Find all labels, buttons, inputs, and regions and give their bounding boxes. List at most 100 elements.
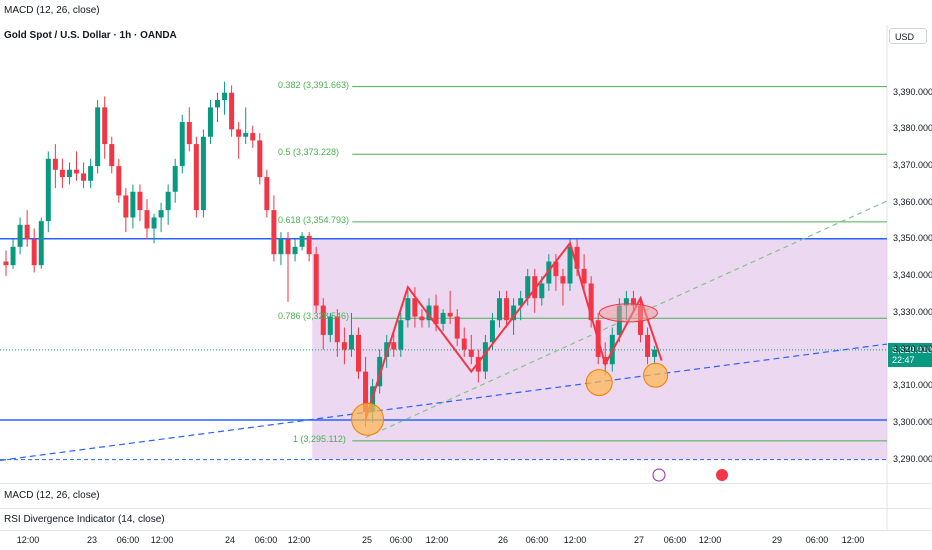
time-axis-label: 12:00 (150, 535, 174, 545)
time-axis-label: 29 (771, 535, 783, 545)
candle-body (179, 122, 185, 167)
candle-body (257, 140, 263, 178)
candle-body (630, 298, 636, 306)
candle-body (17, 224, 23, 247)
candle-body (74, 169, 79, 174)
candle-body (306, 235, 312, 255)
candle-body (412, 298, 418, 317)
candle-body (31, 239, 37, 266)
candle-body (151, 217, 157, 229)
time-axis-label: 12:00 (698, 535, 722, 545)
candle-body (384, 342, 390, 357)
candle-body (356, 334, 361, 372)
candle-body (45, 158, 51, 222)
time-axis-label: 06:00 (525, 535, 549, 545)
price-axis-label: 3,390.000 (893, 86, 932, 97)
candle-body (468, 349, 474, 357)
candle-body (222, 92, 228, 101)
top-indicator-label[interactable]: MACD (12, 26, close) (4, 5, 100, 16)
candle-body (475, 356, 481, 372)
candle-body (574, 246, 580, 269)
candle-body (3, 261, 9, 266)
symbol-title[interactable]: Gold Spot / U.S. Dollar · 1h · OANDA (4, 30, 177, 41)
price-axis-label: 3,360.000 (893, 196, 932, 207)
candle-body (250, 133, 256, 141)
candle-body (391, 342, 397, 350)
candle-body (602, 356, 608, 365)
candle-body (207, 107, 213, 137)
candle-body (236, 129, 242, 137)
swing-low-circle (351, 402, 385, 436)
candle-body (539, 283, 545, 299)
candle-body (243, 133, 249, 137)
candle-body (334, 316, 340, 343)
last-price-tag: 3,319.910 22:47 (888, 343, 932, 367)
candle-body (59, 169, 65, 178)
candle-body (144, 210, 150, 229)
price-axis-label: 3,370.000 (893, 160, 932, 171)
candle-body (193, 144, 199, 211)
time-axis-label: 06:00 (663, 535, 687, 545)
candle-body (497, 298, 502, 321)
candle-body (102, 107, 108, 145)
time-axis-label: 12:00 (563, 535, 587, 545)
time-axis-label: 06:00 (254, 535, 278, 545)
candle-body (264, 177, 270, 211)
candle-body (320, 305, 326, 335)
price-axis-label: 3,330.000 (893, 306, 932, 317)
candle-body (433, 305, 439, 324)
resistance-ellipse (598, 303, 658, 323)
time-axis-label: 06:00 (116, 535, 140, 545)
candle-body (165, 191, 171, 211)
candle-body (623, 298, 629, 306)
candle-body (299, 235, 305, 247)
candle-body (186, 122, 192, 145)
candle-body (405, 298, 411, 321)
rsi-pane-label[interactable]: RSI Divergence Indicator (14, close) (4, 514, 165, 525)
candle-body (158, 210, 164, 218)
time-axis-label: 12:00 (841, 535, 865, 545)
green-trendline (365, 200, 888, 439)
candle-body (525, 276, 531, 299)
candle-body (81, 173, 87, 181)
candle-body (348, 334, 354, 350)
candle-body (341, 342, 347, 350)
swing-low-circle (585, 369, 613, 397)
candle-body (504, 298, 510, 321)
candle-body (109, 144, 115, 167)
pane-separator[interactable] (0, 508, 932, 509)
time-axis-label: 06:00 (389, 535, 413, 545)
candle-body (116, 166, 122, 196)
time-axis-label: 06:00 (805, 535, 829, 545)
currency-button[interactable]: USD (889, 28, 927, 44)
us-flag-event-icon (716, 469, 728, 481)
pane-separator[interactable] (0, 483, 932, 484)
candle-body (271, 210, 277, 255)
candle-body (567, 246, 573, 284)
candle-body (88, 166, 94, 181)
fib-level-label: 0.382 (3,391.663) (278, 79, 350, 90)
candle-body (278, 239, 284, 255)
candle-body (398, 320, 404, 350)
zigzag-pattern (364, 240, 663, 420)
candle-body (645, 334, 651, 357)
last-price-value: 3,319.910 (892, 345, 932, 355)
fib-level-label: 0.618 (3,354.793) (278, 214, 350, 225)
candle-body (419, 316, 425, 321)
candle-body (588, 283, 594, 321)
price-axis-label: 3,350.000 (893, 233, 932, 244)
candle-body (38, 221, 44, 266)
price-axis-label: 3,300.000 (893, 416, 932, 427)
price-axis-label: 3,320.000 (893, 343, 932, 354)
candle-body (461, 338, 467, 350)
candle-body (215, 100, 220, 108)
candle-body (327, 316, 333, 335)
candle-body (426, 305, 432, 321)
candle-body (10, 246, 16, 266)
candle-body (489, 320, 495, 343)
candle-body (52, 158, 58, 170)
macd-pane-label[interactable]: MACD (12, 26, close) (4, 490, 100, 501)
time-axis-border (0, 530, 932, 531)
price-axis-label: 3,340.000 (893, 270, 932, 281)
